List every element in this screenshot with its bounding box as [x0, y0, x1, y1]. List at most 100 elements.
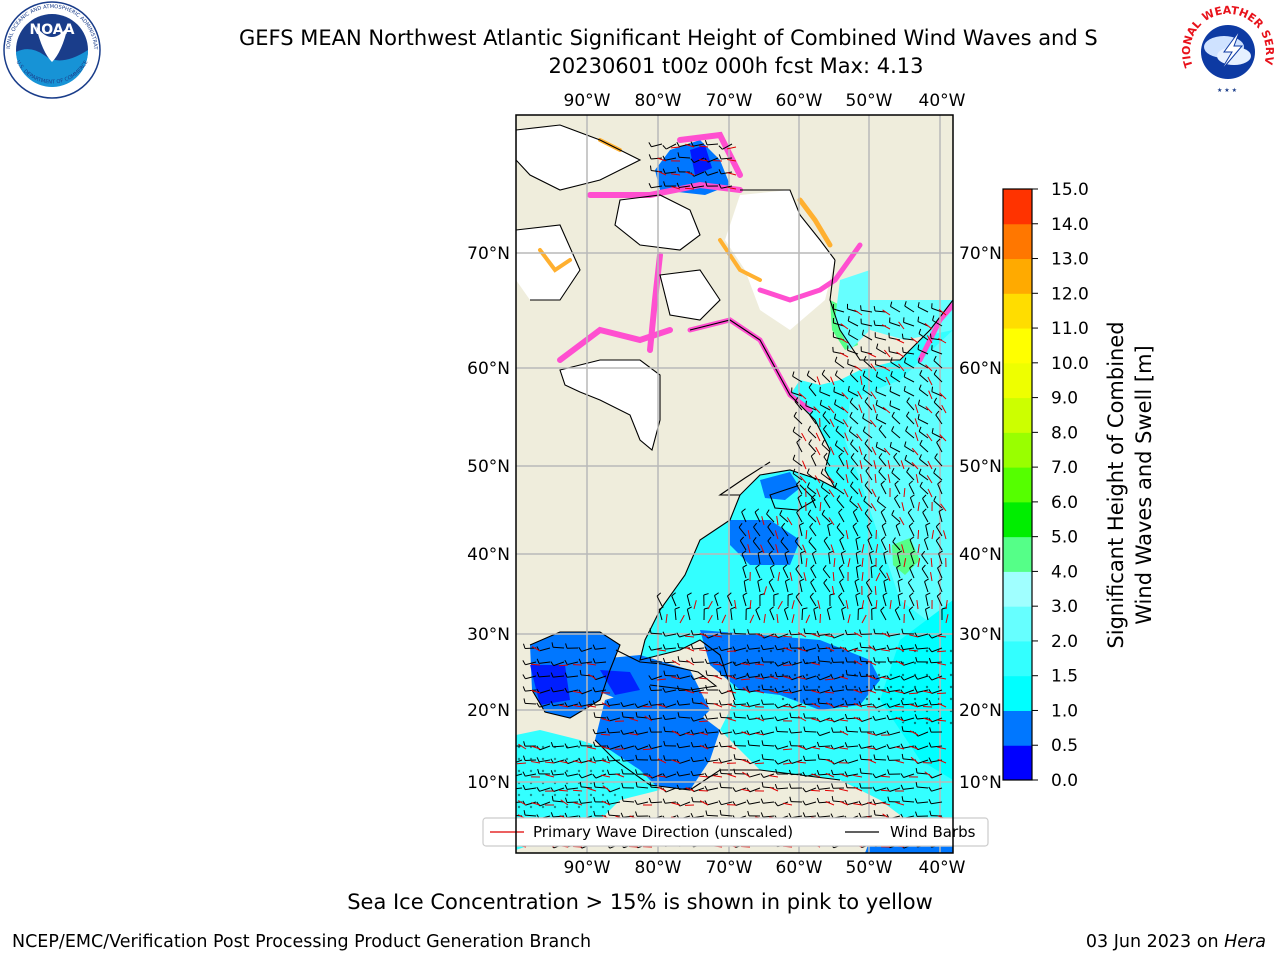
wind-barb: [935, 540, 943, 551]
wind-barb-flag: [649, 727, 652, 733]
wind-barb-flag: [767, 536, 772, 542]
wind-barb: [904, 459, 915, 467]
wind-barb-flag: [886, 703, 890, 708]
wind-barb-flag: [807, 425, 811, 431]
wind-barb: [693, 787, 705, 793]
lon-ticks-bottom: 90°W 80°W 70°W 60°W 50°W 40°W: [564, 858, 966, 878]
wind-barb-flag: [938, 508, 944, 512]
wave-direction-arrow: [747, 544, 751, 554]
wave-direction-arrow: [883, 447, 891, 456]
wind-barb-flag: [593, 810, 596, 816]
wave-direction-arrow: [867, 689, 877, 694]
wind-barb-flag: [886, 686, 890, 692]
wave-direction-arrow: [839, 747, 849, 750]
wind-barb-flag: [929, 810, 932, 816]
colorbar-tick-label: 11.0: [1051, 319, 1089, 339]
wave-direction-arrow: [845, 600, 849, 610]
wind-barb: [862, 375, 873, 383]
wind-barb: [875, 336, 887, 341]
wave-direction-arrow: [839, 730, 849, 736]
colorbar-bin: [1003, 432, 1032, 468]
wind-barb-flag: [635, 769, 638, 775]
wind-barb: [848, 333, 859, 341]
wind-barb-flag: [844, 771, 848, 777]
wind-barb: [784, 581, 789, 593]
wave-direction-arrow: [782, 691, 793, 694]
wind-barb: [734, 758, 747, 761]
wind-barb: [706, 674, 719, 677]
wind-barb-flag: [803, 685, 806, 691]
wave-direction-arrow: [853, 786, 863, 792]
wave-direction-arrow: [816, 488, 821, 498]
wind-barb: [553, 703, 565, 707]
wind-barb-flag: [873, 809, 876, 816]
wave-direction-arrow: [749, 599, 752, 610]
wind-barb: [847, 674, 859, 677]
wave-direction-arrow: [909, 649, 919, 652]
wind-barb: [637, 745, 649, 751]
wind-barb-flag: [833, 413, 837, 419]
wind-barb-flag: [620, 744, 624, 750]
wind-barb: [594, 786, 607, 789]
wind-barb: [819, 675, 831, 681]
wind-barb: [864, 401, 873, 411]
wind-barb-flag: [775, 769, 778, 775]
wind-barb: [762, 688, 775, 691]
wind-barb: [735, 801, 747, 806]
wind-barb: [933, 373, 943, 383]
wind-barb-flag: [908, 606, 914, 611]
wave-direction-arrow: [755, 690, 765, 694]
wind-barb: [808, 443, 817, 453]
wind-barb: [905, 430, 915, 439]
wind-barb: [749, 675, 761, 678]
wind-barb-flag: [733, 740, 736, 746]
wind-barb: [766, 513, 775, 523]
wind-barb: [757, 581, 761, 593]
wave-direction-arrow: [602, 785, 611, 792]
wind-barb-flag: [766, 509, 770, 515]
wave-direction-arrow: [830, 544, 835, 554]
wind-barb: [930, 661, 943, 664]
colorbar-tick-label: 2.0: [1051, 632, 1078, 652]
wind-barb: [918, 404, 929, 411]
wind-barb-flag: [859, 642, 862, 648]
wave-direction-arrow: [909, 745, 919, 750]
wave-direction-arrow: [727, 158, 737, 162]
wind-barb: [903, 758, 915, 761]
wind-barb-flag: [917, 399, 921, 405]
wind-barb: [891, 430, 901, 439]
wind-barb-flag: [914, 632, 918, 638]
wave-direction-arrow: [853, 716, 863, 722]
wind-barb-flag: [550, 770, 554, 776]
wind-barb: [623, 703, 635, 708]
wind-barb: [917, 647, 929, 650]
wave-direction-arrow: [853, 648, 863, 652]
wind-barb: [721, 185, 733, 189]
wave-direction-arrow: [629, 717, 639, 722]
wind-barb: [821, 444, 831, 453]
wind-barb: [762, 744, 775, 747]
wind-barb-flag: [676, 685, 680, 691]
wind-barb: [810, 455, 817, 467]
wind-barb-flag: [900, 644, 904, 650]
wind-barb-flag: [917, 316, 920, 322]
wind-barb-flag: [732, 729, 736, 735]
wind-barb: [552, 745, 565, 748]
wave-direction-arrow: [572, 789, 583, 792]
wave-direction-arrow: [531, 802, 541, 806]
wind-barb: [908, 595, 915, 607]
wind-barb-flag: [865, 578, 871, 583]
wave-direction-arrow: [734, 600, 737, 610]
wind-barb-flag: [796, 480, 801, 485]
wind-barb: [937, 581, 943, 593]
wind-barb: [864, 443, 873, 453]
wind-barb-flag: [676, 743, 680, 748]
map-legend-full: Primary Wave Direction (unscaled) Wind B…: [482, 817, 989, 847]
wind-barb-flag: [909, 592, 914, 597]
wind-barb-flag: [789, 796, 792, 802]
wind-barb-flag: [917, 344, 920, 350]
wave-direction-arrow: [685, 689, 695, 694]
wind-barb-flag: [800, 550, 806, 554]
wind-barb-flag: [578, 647, 582, 652]
wave-direction-arrow: [875, 572, 881, 582]
